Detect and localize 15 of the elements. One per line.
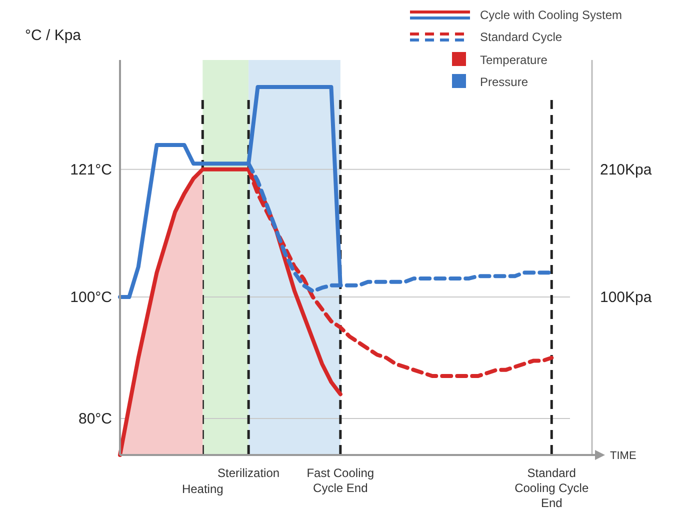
- text: Cycle with Cooling System: [480, 8, 622, 22]
- y2-tick-label: 100Kpa: [600, 289, 652, 306]
- y2-tick-label: 210Kpa: [600, 161, 652, 178]
- text: Standard Cycle: [480, 30, 562, 44]
- legend-label: Temperature: [480, 53, 548, 67]
- x-tick-label: Sterilization: [218, 466, 280, 480]
- legend-label: Pressure: [480, 75, 528, 89]
- y-tick-label: 100°C: [70, 289, 112, 306]
- x-axis-title: TIME: [610, 450, 636, 462]
- x-tick-label: Standard Cooling Cycle End: [514, 466, 589, 510]
- y-tick-label: 121°C: [70, 161, 112, 178]
- y-tick-label: 80°C: [78, 410, 112, 428]
- y-axis-title: °C / Kpa: [25, 27, 82, 44]
- x-tick-label: Heating: [182, 482, 224, 496]
- x-tick-label: Fast Cooling Cycle End: [306, 466, 374, 495]
